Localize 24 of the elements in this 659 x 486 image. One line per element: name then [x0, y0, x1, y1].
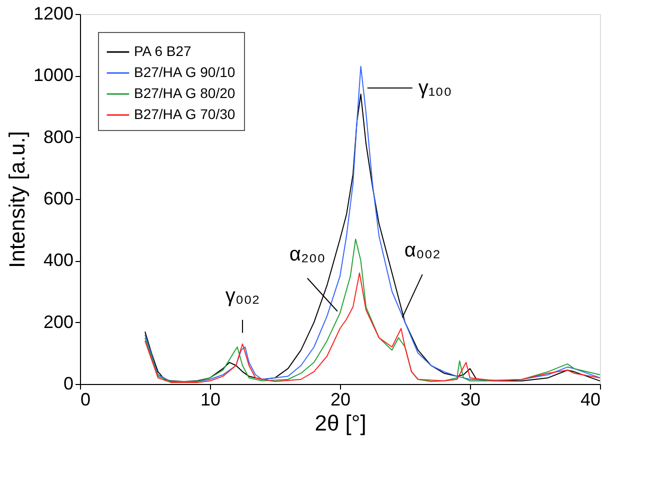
annotation: γ₁₀₀	[418, 77, 452, 99]
x-tick-label: 40	[580, 390, 600, 410]
legend-label: B27/HA G 80/20	[134, 85, 236, 101]
annotation: α₀₀₂	[404, 239, 440, 262]
x-tick-label: 30	[460, 390, 481, 410]
line-series	[144, 238, 600, 382]
x-tick-label: 0	[80, 390, 91, 410]
x-tick-label: 10	[200, 390, 221, 410]
annotation: γ₀₀₂	[225, 284, 260, 307]
x-tick-label: 20	[330, 390, 351, 410]
y-tick-label: 400	[43, 250, 74, 270]
y-tick-label: 0	[63, 374, 74, 394]
legend-label: PA 6 B27	[134, 43, 192, 59]
y-tick-label: 1200	[33, 4, 74, 24]
y-tick-label: 200	[43, 312, 74, 332]
y-axis-title: Intensity [a.u.]	[4, 131, 30, 268]
legend-label: B27/HA G 70/30	[134, 106, 236, 122]
y-tick-label: 600	[43, 188, 74, 208]
legend-label: B27/HA G 90/10	[134, 64, 236, 80]
x-axis-title: 2θ [°]	[314, 410, 366, 436]
y-tick-label: 800	[43, 126, 74, 147]
y-tick-label: 1000	[33, 65, 74, 86]
annotation: α₂₀₀	[289, 243, 326, 266]
line-series	[144, 272, 600, 383]
